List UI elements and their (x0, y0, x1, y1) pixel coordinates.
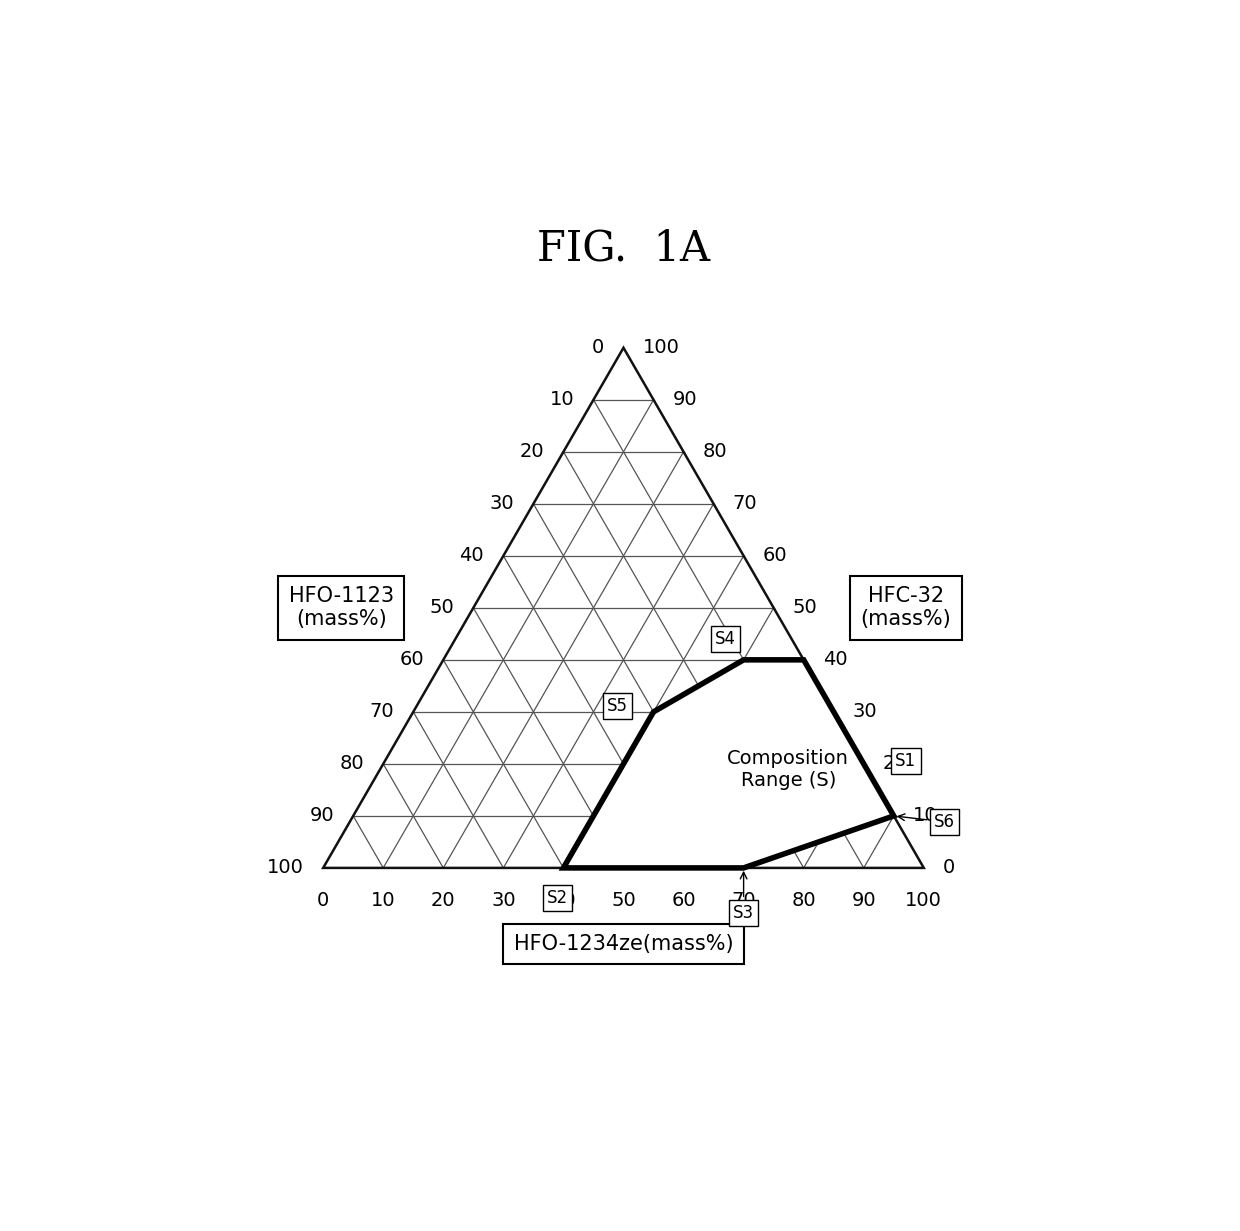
Text: 80: 80 (703, 442, 728, 462)
Text: HFO-1123
(mass%): HFO-1123 (mass%) (289, 586, 394, 629)
Text: 70: 70 (370, 703, 394, 721)
Text: Composition
Range (S): Composition Range (S) (728, 750, 849, 790)
Text: 40: 40 (551, 891, 575, 910)
Text: 0: 0 (317, 891, 330, 910)
Text: FIG.  1A: FIG. 1A (537, 228, 711, 270)
Text: 90: 90 (673, 390, 697, 409)
Text: 20: 20 (520, 442, 544, 462)
Text: 60: 60 (671, 891, 696, 910)
Text: 60: 60 (399, 650, 424, 670)
Text: 40: 40 (460, 547, 484, 565)
Text: 0: 0 (591, 339, 604, 357)
Text: S2: S2 (547, 889, 568, 907)
Text: 50: 50 (792, 598, 817, 617)
Text: 0: 0 (942, 858, 955, 878)
Text: 100: 100 (905, 891, 942, 910)
Text: 10: 10 (371, 891, 396, 910)
Text: S5: S5 (608, 697, 627, 715)
Text: 50: 50 (429, 598, 454, 617)
Text: 100: 100 (267, 858, 304, 878)
Text: 40: 40 (823, 650, 847, 670)
Text: 60: 60 (763, 547, 787, 565)
Text: 20: 20 (432, 891, 455, 910)
Text: HFC-32
(mass%): HFC-32 (mass%) (861, 586, 951, 629)
Text: 50: 50 (611, 891, 636, 910)
Text: 10: 10 (549, 390, 574, 409)
Text: S6: S6 (898, 812, 955, 831)
Text: 10: 10 (913, 806, 937, 826)
Text: HFO-1234ze(mass%): HFO-1234ze(mass%) (513, 934, 733, 954)
Text: 70: 70 (732, 891, 756, 910)
Polygon shape (563, 660, 894, 868)
Text: 70: 70 (733, 495, 758, 513)
Text: S3: S3 (733, 873, 754, 922)
Text: 90: 90 (852, 891, 875, 910)
Text: 90: 90 (309, 806, 334, 826)
Text: 80: 80 (791, 891, 816, 910)
Text: 30: 30 (853, 703, 878, 721)
Text: S1: S1 (895, 752, 916, 769)
Text: 100: 100 (642, 339, 680, 357)
Text: 20: 20 (883, 755, 908, 773)
Text: 80: 80 (340, 755, 365, 773)
Text: 30: 30 (490, 495, 515, 513)
Text: S4: S4 (715, 630, 737, 648)
Text: 30: 30 (491, 891, 516, 910)
